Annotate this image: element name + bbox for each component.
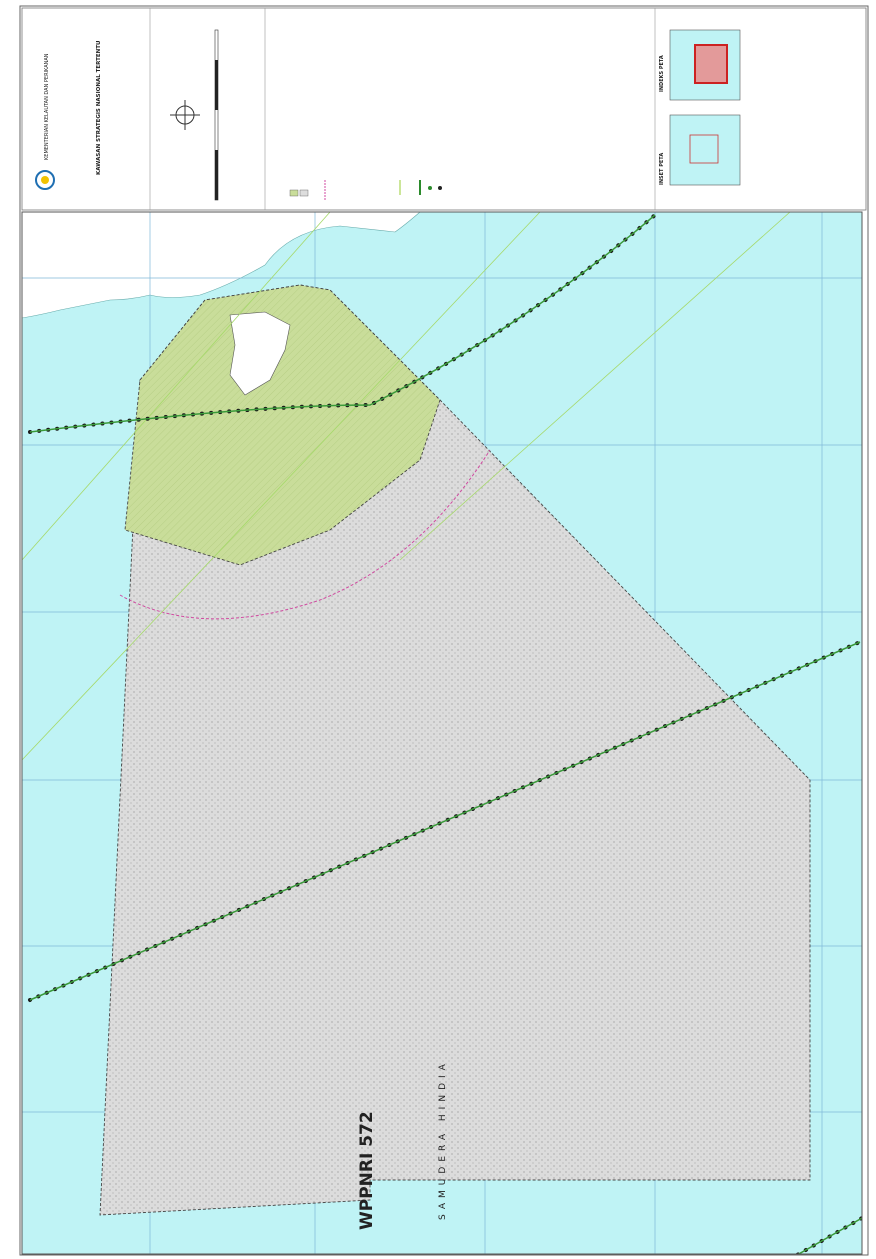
inset-title: INSET PETA <box>659 153 665 185</box>
sea-label: SAMUDERA HINDIA <box>438 1059 448 1220</box>
page: {"header": {"agency": "KEMENTERIAN KELAU… <box>0 0 876 1259</box>
map-title: KAWASAN STRATEGIS NASIONAL TERTENTU <box>96 41 102 175</box>
agency-logo <box>41 176 49 184</box>
map: WPPNRI 572 SAMUDERA HINDIA <box>22 212 862 1259</box>
map-sheet: KEMENTERIAN KELAUTAN DAN PERIKANAN KAWAS… <box>0 0 876 1259</box>
legend-panel: KEMENTERIAN KELAUTAN DAN PERIKANAN KAWAS… <box>22 8 866 210</box>
index-title: INDEKS PETA <box>659 55 665 92</box>
zone-label: WPPNRI 572 <box>357 1111 377 1230</box>
inset-map <box>670 115 740 185</box>
agency-name: KEMENTERIAN KELAUTAN DAN PERIKANAN <box>44 53 50 160</box>
